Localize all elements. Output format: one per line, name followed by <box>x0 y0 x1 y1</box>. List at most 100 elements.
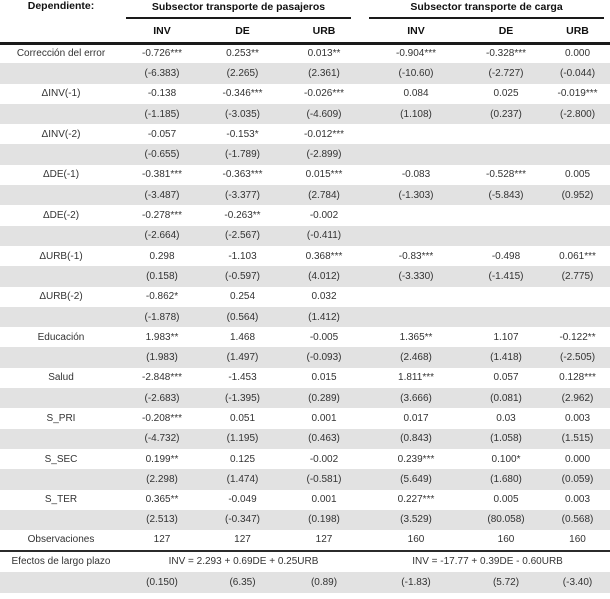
col-header-pasajeros-inv: INV <box>153 25 171 38</box>
table-cell: -2.848*** <box>141 372 183 384</box>
table-cell: -0.012*** <box>303 128 345 140</box>
group-header-pasajeros: Subsector transporte de pasajeros <box>122 0 365 21</box>
table-cell: (-0.581) <box>283 469 366 490</box>
row-label-empty <box>0 509 122 531</box>
tstat-row: (-2.664) (-2.567) (-0.411) <box>0 225 610 246</box>
table-cell <box>467 144 546 165</box>
table-cell: 0.017 <box>403 412 429 424</box>
table-cell <box>365 306 468 328</box>
row-label: S_TER <box>44 494 78 506</box>
row-label: Salud <box>48 372 74 384</box>
table-cell: 0.227*** <box>397 494 435 506</box>
table-cell: (1.474) <box>202 469 283 490</box>
table-cell: 0.239*** <box>397 453 435 465</box>
table-cell: 0.057 <box>493 372 519 384</box>
table-cell <box>545 287 610 307</box>
table-cell: (-1.303) <box>365 185 468 206</box>
long-run-formula-carga: INV = -17.77 + 0.39DE - 0.60URB <box>412 556 563 568</box>
table-cell: 127 <box>315 534 333 546</box>
table-cell: (0.568) <box>545 509 610 531</box>
group-header-row: Dependiente: Subsector transporte de pas… <box>0 0 610 21</box>
table-cell: -0.208*** <box>141 412 183 424</box>
table-cell: -0.002 <box>309 453 339 465</box>
long-run-row: Efectos de largo plazo INV = 2.293 + 0.6… <box>0 550 610 572</box>
table-cell: (1.497) <box>202 347 283 368</box>
table-cell: (1.108) <box>365 103 468 125</box>
row-label: ΔINV(-2) <box>41 128 81 140</box>
table-cell: (2.784) <box>283 185 366 206</box>
table-cell: 0.005 <box>493 494 519 506</box>
table-cell: -0.057 <box>147 128 177 140</box>
table-cell <box>365 124 467 144</box>
tstat-row: (-3.487) (-3.377) (2.784) (-1.303) (-5.8… <box>0 185 610 206</box>
column-header-row: INV DE URB INV DE URB <box>0 21 610 43</box>
row-label: S_PRI <box>46 412 76 424</box>
table-cell: (0.059) <box>545 469 610 490</box>
table-cell: 0.032 <box>311 291 337 303</box>
table-cell: (0.952) <box>545 185 610 206</box>
table-cell: -0.083 <box>401 169 431 181</box>
table-row: S_PRI -0.208*** 0.051 0.001 0.017 0.03 0… <box>0 408 610 428</box>
table-cell: (-3.330) <box>365 266 468 287</box>
table-cell: 0.254 <box>229 291 256 303</box>
table-cell: (2.468) <box>365 347 468 368</box>
table-cell: 0.025 <box>493 88 519 100</box>
col-header-pasajeros-de: DE <box>235 25 250 38</box>
table-cell: (0.081) <box>467 388 546 409</box>
table-cell: (0.150) <box>122 571 202 593</box>
table-cell: (-5.843) <box>467 185 546 206</box>
table-cell: (6.35) <box>202 571 283 593</box>
row-label-empty <box>0 388 122 409</box>
row-label-empty <box>0 428 122 449</box>
group-header-pasajeros-label: Subsector transporte de pasajeros <box>126 0 352 19</box>
table-cell: 160 <box>497 534 515 546</box>
table-cell: (-4.609) <box>283 103 366 125</box>
table-cell <box>467 205 545 225</box>
table-cell: (-0.347) <box>202 509 283 531</box>
table-cell <box>467 287 545 307</box>
table-cell: (0.237) <box>467 103 546 125</box>
table-cell <box>365 287 467 307</box>
table-cell: -0.138 <box>147 88 177 100</box>
table-cell: -0.019*** <box>557 88 598 100</box>
table-body: Corrección del error -0.726*** 0.253** 0… <box>0 43 610 593</box>
table-row: ΔDE(-2) -0.278*** -0.263** -0.002 <box>0 205 610 225</box>
table-cell: 0.003 <box>565 494 591 506</box>
table-cell: 0.368*** <box>305 250 343 262</box>
row-label-empty <box>0 571 122 593</box>
row-label: Corrección del error <box>16 48 106 60</box>
table-cell: 0.000 <box>565 48 591 60</box>
table-cell: (0.289) <box>283 388 366 409</box>
table-cell: -0.726*** <box>141 48 183 60</box>
table-cell: (2.265) <box>202 63 283 84</box>
table-cell: 0.03 <box>496 412 516 424</box>
tstat-row: (-4.732) (1.195) (0.463) (0.843) (1.058)… <box>0 428 610 449</box>
table-cell: 0.003 <box>565 412 591 424</box>
table-cell: (0.843) <box>365 428 468 449</box>
table-cell: -0.122** <box>559 331 596 343</box>
table-cell: (0.198) <box>283 509 366 531</box>
table-cell: (-1.789) <box>202 144 283 165</box>
table-row: Corrección del error -0.726*** 0.253** 0… <box>0 43 610 63</box>
table-cell: (1.412) <box>283 306 366 328</box>
table-cell: (1.195) <box>202 428 283 449</box>
table-cell: (-3.487) <box>122 185 202 206</box>
table-header: Dependiente: Subsector transporte de pas… <box>0 0 610 43</box>
table-cell: (-1.395) <box>202 388 283 409</box>
col-header-carga-de: DE <box>498 25 514 38</box>
table-cell: 127 <box>153 534 171 546</box>
table-cell: -0.363*** <box>222 169 263 181</box>
table-cell: 1.365** <box>399 331 433 343</box>
table-cell: (0.89) <box>283 571 366 593</box>
table-cell: -0.049 <box>228 494 257 506</box>
table-row: S_SEC 0.199** 0.125 -0.002 0.239*** 0.10… <box>0 449 610 469</box>
table-cell: (2.962) <box>545 388 610 409</box>
table-cell <box>545 225 610 246</box>
table-cell: (-0.655) <box>122 144 202 165</box>
row-label: ΔDE(-1) <box>42 169 80 181</box>
row-label: Observaciones <box>27 534 95 546</box>
table-cell: (0.158) <box>122 266 202 287</box>
table-cell <box>467 306 546 328</box>
tstat-row: (-1.185) (-3.035) (-4.609) (1.108) (0.23… <box>0 103 610 125</box>
table-cell: -0.381*** <box>141 169 183 181</box>
